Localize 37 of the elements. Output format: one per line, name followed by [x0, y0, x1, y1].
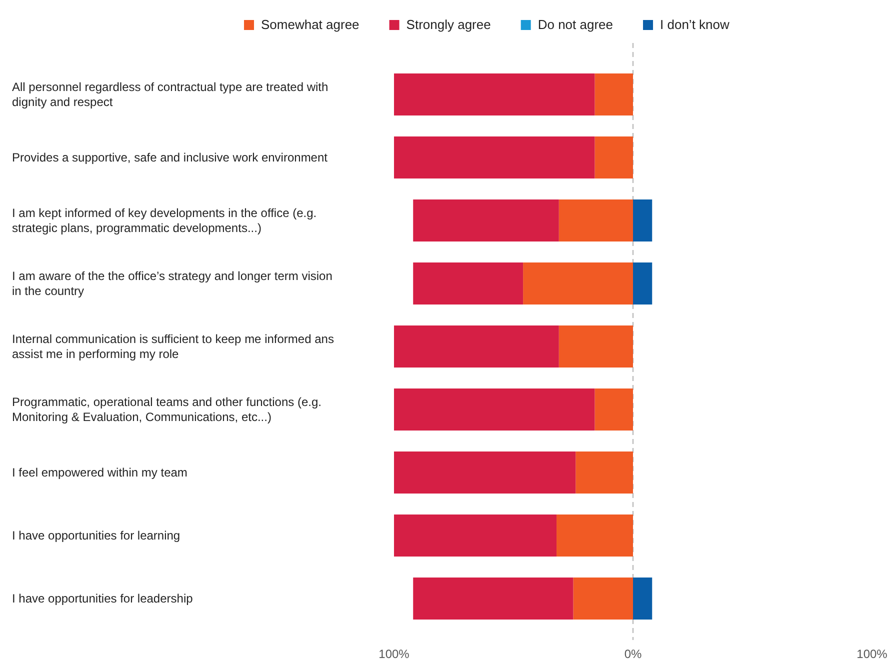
bar	[394, 452, 576, 494]
y-tick-label: Provides a supportive, safe and inclusive work environment	[12, 150, 328, 164]
bar	[413, 199, 559, 242]
bar	[633, 262, 652, 305]
y-tick-label: I am aware of the the office’s strategy and longer term vision in the country	[12, 268, 332, 298]
y-tick-label: Programmatic, operational teams and other functions (e.g. Monitoring & Evaluation, Communications, etc...)	[12, 395, 322, 424]
bar	[594, 388, 633, 431]
y-tick-label: I am kept informed of key developments in the office (e.g. strategic plans, programmatic developments...)	[12, 206, 317, 235]
bar	[394, 136, 595, 178]
y-tick-label: I have opportunities for leadership	[12, 592, 194, 606]
y-tick-label: All personnel regardless of contractual type are treated with dignity and respect	[12, 80, 328, 109]
x-tick-label: 100%	[378, 647, 410, 659]
x-tick-label: 100%	[856, 647, 888, 659]
legend-label: Somewhat agree	[261, 17, 360, 32]
y-tick-label: Internal communication is sufficient to keep me informed ans assist me in performing my role	[12, 332, 334, 361]
bar	[394, 325, 559, 368]
bar	[413, 262, 524, 305]
bar	[633, 578, 652, 620]
legend-label: I don’t know	[660, 17, 730, 32]
bar	[394, 73, 595, 116]
legend-label: Do not agree	[538, 17, 614, 32]
x-tick-label: 0%	[624, 647, 642, 659]
bar	[558, 325, 633, 368]
y-tick-label: I have opportunities for learning	[12, 528, 180, 543]
bar	[413, 578, 574, 620]
legend-label: Strongly agree	[406, 17, 491, 32]
bar	[594, 136, 633, 178]
bar	[576, 452, 633, 494]
bar	[573, 578, 633, 620]
bar	[556, 514, 633, 557]
bar	[394, 514, 557, 557]
bar	[523, 262, 633, 305]
bar	[594, 73, 633, 116]
bar	[394, 388, 595, 431]
bar	[633, 199, 652, 242]
bar	[558, 199, 633, 242]
y-tick-label: I feel empowered within my team	[12, 466, 188, 480]
